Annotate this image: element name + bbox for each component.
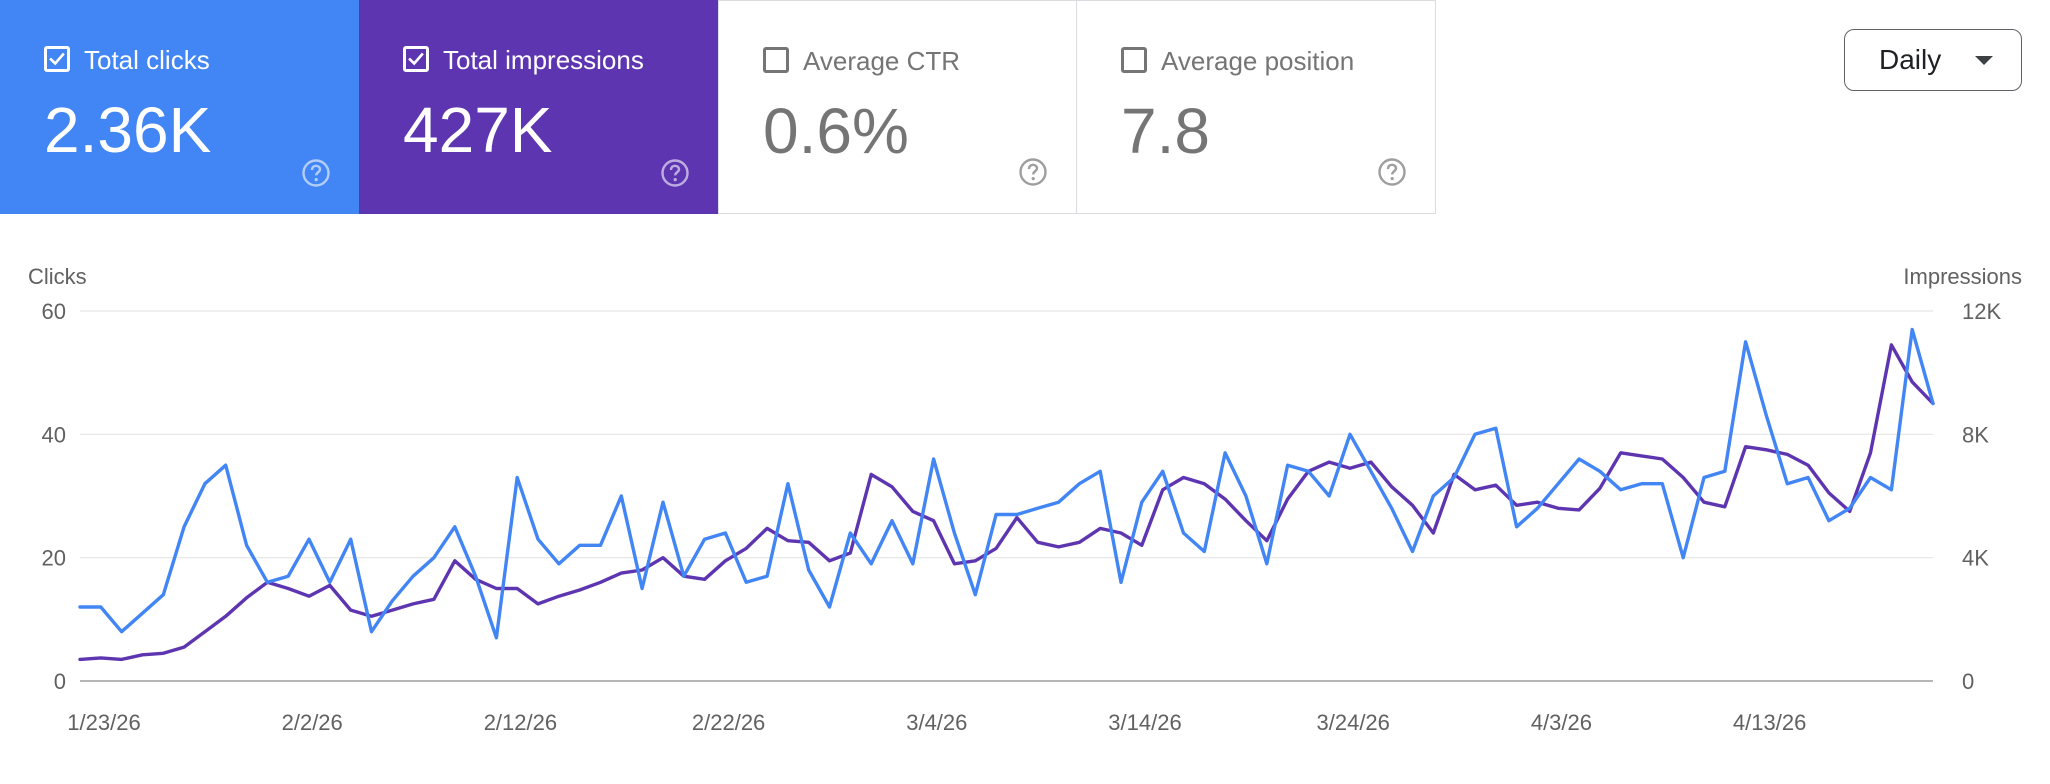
metric-card-total-impressions[interactable]: Total impressions 427K — [359, 0, 718, 214]
metric-card-average-position[interactable]: Average position 7.8 — [1077, 0, 1436, 214]
help-circle-icon[interactable] — [301, 158, 331, 188]
checkbox-checked-icon[interactable] — [403, 46, 429, 72]
y-left-tick-label: 0 — [54, 669, 66, 694]
metric-label: Total impressions — [443, 45, 644, 75]
help-circle-icon[interactable] — [660, 158, 690, 188]
y-left-axis-title: Clicks — [28, 264, 87, 289]
y-right-axis-title: Impressions — [1903, 264, 2022, 289]
x-tick-label: 4/13/26 — [1733, 710, 1806, 735]
metric-cards: Total clicks 2.36K Total impressions 427… — [0, 0, 1436, 214]
x-tick-label: 1/23/26 — [67, 710, 140, 735]
series-line-total-impressions[interactable] — [78, 343, 1935, 662]
y-right-tick-label: 12K — [1962, 299, 2001, 324]
y-right-axis: 0 4K 8K 12K — [1962, 299, 2001, 694]
checkbox-checked-icon[interactable] — [44, 46, 70, 72]
checkbox-unchecked-icon[interactable] — [763, 47, 789, 73]
period-dropdown-label: Daily — [1879, 44, 1942, 75]
y-right-tick-label: 8K — [1962, 422, 1989, 447]
metric-label: Total clicks — [84, 45, 210, 75]
metric-value: 7.8 — [1121, 95, 1210, 167]
y-left-tick-label: 40 — [42, 422, 66, 447]
y-left-tick-label: 20 — [42, 546, 66, 571]
y-left-axis: 0 20 40 60 — [42, 299, 66, 694]
metric-value: 2.36K — [44, 94, 212, 166]
x-tick-label: 4/3/26 — [1531, 710, 1592, 735]
metric-label: Average CTR — [803, 46, 961, 76]
x-tick-label: 3/4/26 — [906, 710, 967, 735]
checkbox-unchecked-icon[interactable] — [1121, 47, 1147, 73]
metric-card-average-ctr[interactable]: Average CTR 0.6% — [718, 0, 1077, 214]
chart-grid — [80, 310, 1933, 682]
help-circle-icon[interactable] — [1018, 157, 1048, 187]
x-tick-label: 3/14/26 — [1108, 710, 1181, 735]
y-right-tick-label: 4K — [1962, 546, 1989, 571]
help-circle-icon[interactable] — [1377, 157, 1407, 187]
y-left-tick-label: 60 — [42, 299, 66, 324]
series-line-total-clicks[interactable] — [78, 327, 1935, 640]
x-tick-label: 3/24/26 — [1317, 710, 1390, 735]
metric-value: 0.6% — [763, 95, 909, 167]
chart-lines — [78, 327, 1935, 662]
x-tick-label: 2/2/26 — [282, 710, 343, 735]
x-tick-label: 2/22/26 — [692, 710, 765, 735]
x-axis: 1/23/26 2/2/26 2/12/26 2/22/26 3/4/26 3/14/26… — [67, 710, 1806, 735]
caret-down-icon — [1975, 56, 1993, 65]
performance-chart: Clicks Impressions 0 20 40 60 0 4K 8K 12K 1/23… — [28, 264, 2022, 735]
metric-card-total-clicks[interactable]: Total clicks 2.36K — [0, 0, 359, 214]
x-tick-label: 2/12/26 — [484, 710, 557, 735]
metric-label: Average position — [1161, 46, 1355, 76]
y-right-tick-label: 0 — [1962, 669, 1974, 694]
period-dropdown[interactable]: Daily — [1844, 29, 2022, 91]
metric-value: 427K — [403, 94, 553, 166]
